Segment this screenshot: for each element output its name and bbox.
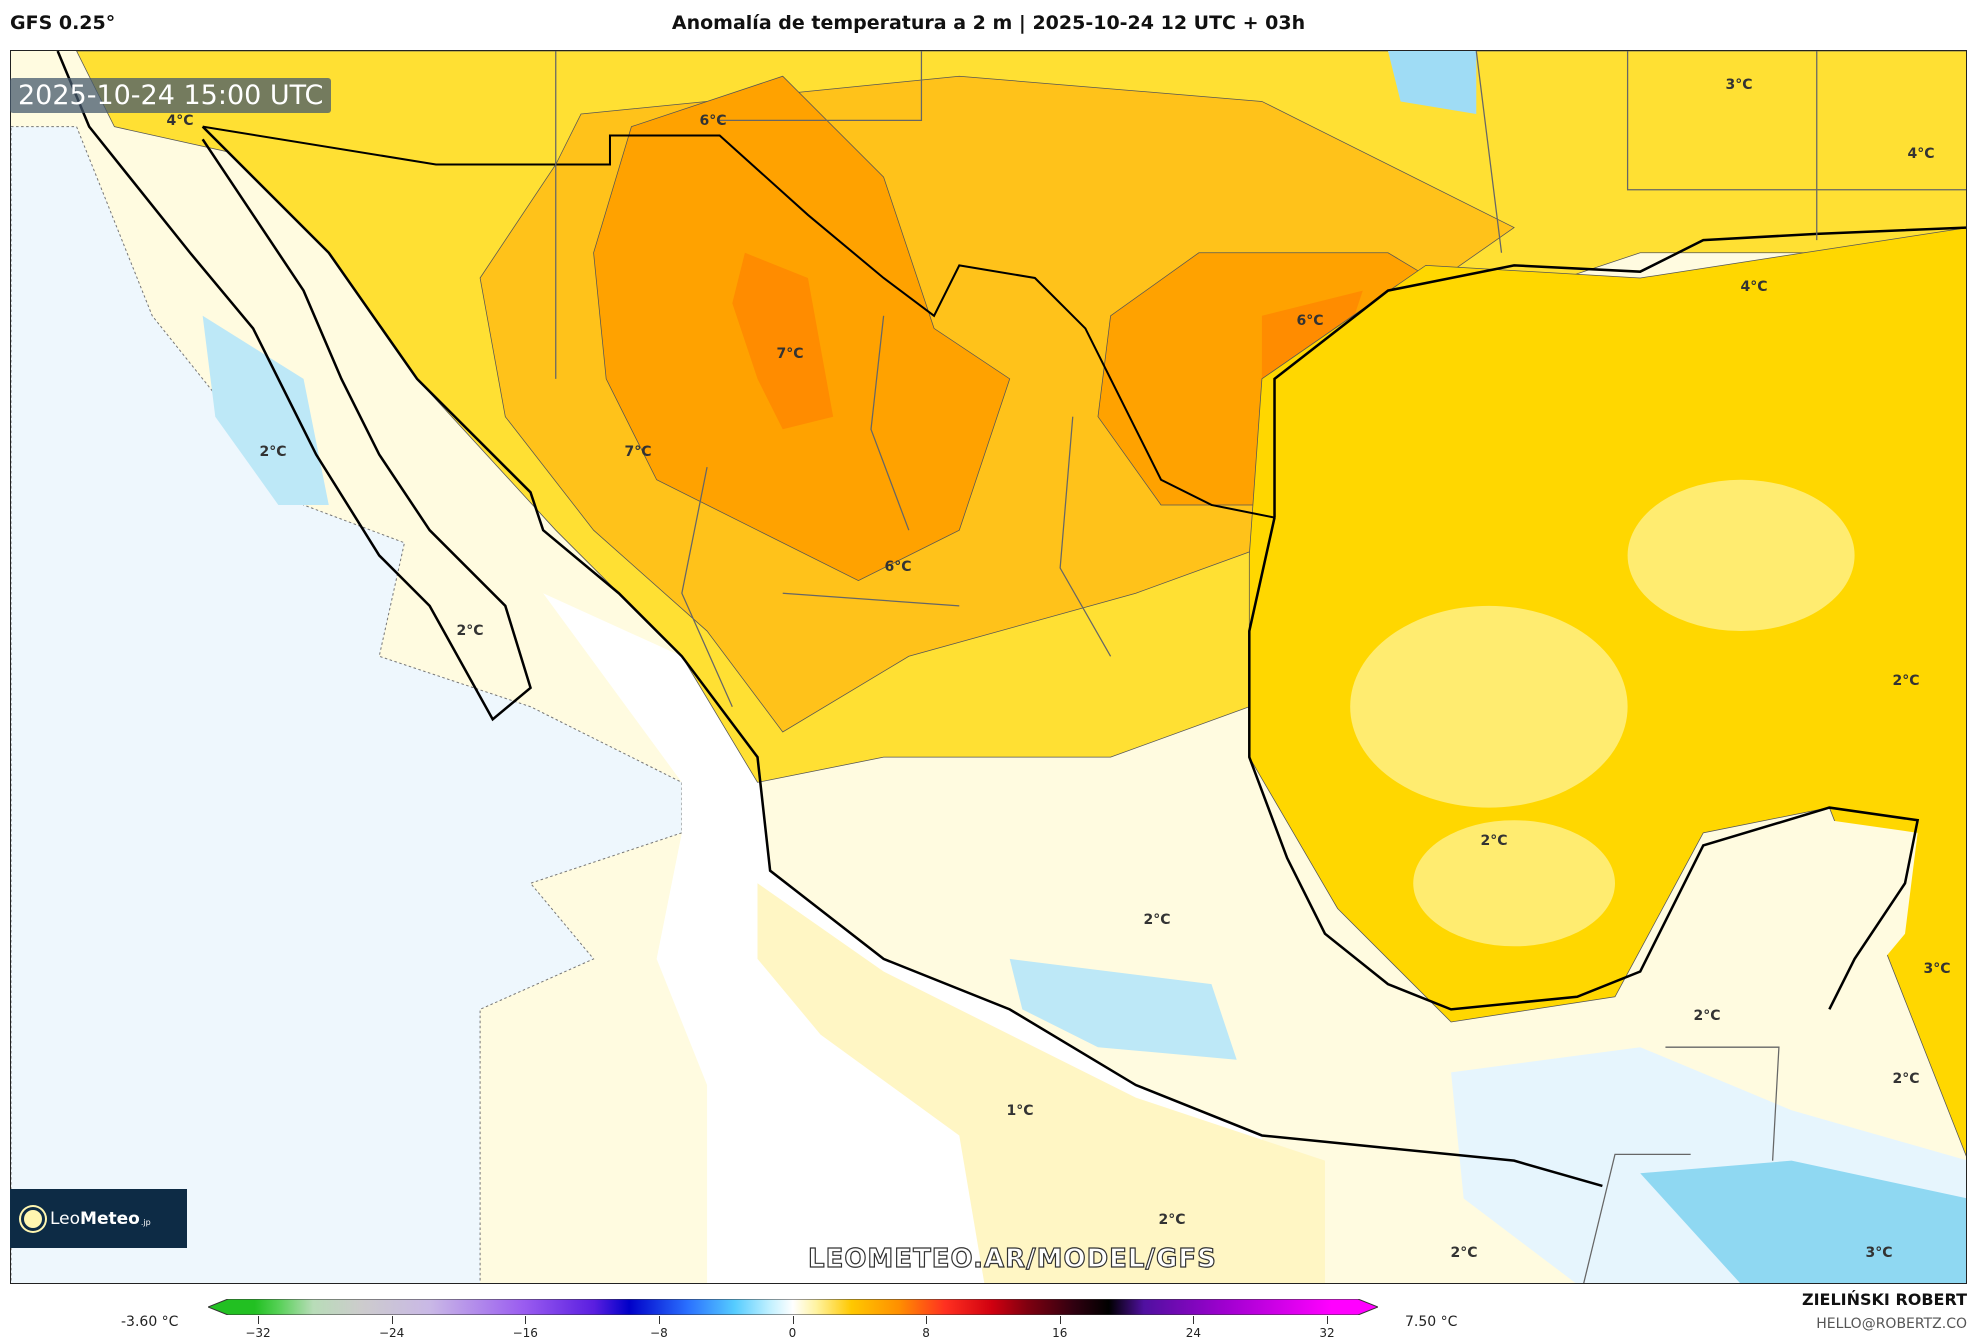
colorbar-tick (926, 1316, 928, 1324)
warm-core-west (732, 252, 834, 430)
contour-label: 6°C (884, 559, 912, 575)
colorbar-max-label: 7.50 °C (1405, 1314, 1458, 1330)
colorbar-tick-label: −8 (650, 1326, 668, 1340)
colorbar-tick-label: 16 (1052, 1326, 1068, 1340)
pacific-cool-area (11, 126, 683, 1283)
colorbar-tick (1059, 1316, 1061, 1324)
colorbar-tick-label: 32 (1319, 1326, 1335, 1340)
model-name: GFS 0.25° (10, 12, 116, 34)
contour-label: 4°C (166, 113, 194, 129)
gulf-light-patch (1350, 605, 1628, 808)
colorbar-tick (658, 1316, 660, 1324)
contour-label: 4°C (1907, 146, 1935, 162)
colorbar-tick-label: −24 (378, 1326, 405, 1340)
sun-icon (24, 1209, 42, 1228)
contour-label: 2°C (1158, 1212, 1186, 1228)
anomaly-map (11, 51, 1966, 1283)
site-watermark: LEOMETEO.AR/MODEL/GFS (807, 1243, 1217, 1274)
coastline-mainland (201, 125, 1966, 1188)
contour-label: 3°C (1865, 1245, 1893, 1261)
contour-label: 1°C (1006, 1103, 1034, 1119)
gulf-light-patch (1627, 479, 1855, 632)
central-cool-area (1009, 958, 1237, 1060)
contour-label: 3°C (1923, 961, 1951, 977)
colorbar-tick-label: −16 (512, 1326, 538, 1340)
contour-label: 2°C (456, 623, 484, 639)
colorbar-tick (391, 1316, 393, 1324)
logo-text-light: Leo (50, 1208, 81, 1229)
contour-label: 2°C (1480, 833, 1508, 849)
colorbar-tick-label: 8 (922, 1326, 930, 1340)
colorbar-tick-label: −32 (245, 1326, 271, 1340)
contour-label: 2°C (1143, 912, 1171, 928)
contour-label: 6°C (699, 113, 727, 129)
contour-label: 2°C (1693, 1008, 1721, 1024)
contour-label: 3°C (1725, 77, 1753, 93)
map-title: Anomalía de temperatura a 2 m | 2025-10-… (671, 12, 1306, 34)
pacific-pale-warm (757, 883, 1325, 1283)
colorbar-tick (792, 1316, 794, 1324)
coastline-baja (56, 51, 532, 722)
leometeo-logo[interactable]: Leo Meteo .jp (10, 1189, 187, 1248)
contour-label: 2°C (259, 444, 287, 460)
contour-label: 4°C (1740, 279, 1768, 295)
colorbar-tick (1193, 1316, 1195, 1324)
colorbar-tick-label: 24 (1185, 1326, 1202, 1340)
author-email[interactable]: HELLO@ROBERTZ.CO (1816, 1316, 1967, 1332)
colorbar-min-label: -3.60 °C (121, 1314, 179, 1330)
south-cool-core (1640, 1160, 1966, 1283)
baja-cool-area (202, 315, 329, 505)
contour-label: 2°C (1892, 673, 1920, 689)
colorbar-tick (258, 1316, 259, 1324)
state-borders (555, 51, 1966, 1283)
contour-label: 7°C (776, 346, 804, 362)
author-name: ZIELIŃSKI ROBERT (1801, 1290, 1967, 1309)
colorbar (208, 1299, 1378, 1315)
us-pale-patch (1388, 51, 1477, 115)
contour-label: 2°C (1450, 1245, 1478, 1261)
valid-time-stamp: 2025-10-24 15:00 UTC (10, 78, 332, 113)
colorbar-tick-label: 0 (788, 1326, 797, 1340)
contour-label: 6°C (1296, 313, 1324, 329)
map-frame: 4°C 6°C 3°C 4°C 7°C 6°C 4°C 2°C 7°C 6°C … (10, 50, 1967, 1284)
colorbar-tick (525, 1316, 527, 1324)
gulf-light-patch (1413, 820, 1615, 947)
us-mexico-border (202, 125, 1275, 519)
colorbar-gradient (208, 1299, 1378, 1315)
contour-label: 2°C (1892, 1071, 1920, 1087)
colorbar-tick (1327, 1316, 1328, 1324)
logo-suffix: .jp (140, 1218, 151, 1227)
contour-label: 7°C (624, 444, 652, 460)
logo-text-bold: Meteo (80, 1208, 140, 1229)
